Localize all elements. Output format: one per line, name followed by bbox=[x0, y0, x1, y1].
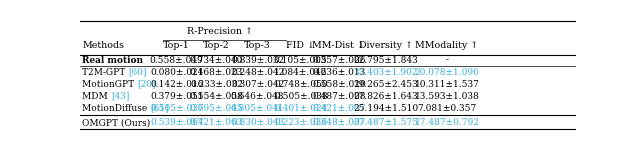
Text: 0.558±.049: 0.558±.049 bbox=[150, 56, 204, 65]
Text: 0.748±.050: 0.748±.050 bbox=[274, 80, 328, 89]
Text: 0.401±.024: 0.401±.024 bbox=[274, 104, 328, 113]
Text: 0.505±.037: 0.505±.037 bbox=[150, 104, 204, 113]
Text: 0.554±.058: 0.554±.058 bbox=[189, 92, 243, 101]
Text: 0.233±.032: 0.233±.032 bbox=[190, 80, 243, 89]
Text: FID ↓: FID ↓ bbox=[286, 41, 315, 50]
Text: 22.795±1.843: 22.795±1.843 bbox=[354, 56, 419, 65]
Text: [43]: [43] bbox=[111, 92, 129, 101]
Text: 0.168±.023: 0.168±.023 bbox=[190, 68, 243, 77]
Text: MModality ↑: MModality ↑ bbox=[415, 41, 479, 50]
Text: MotionDiffuse: MotionDiffuse bbox=[83, 104, 150, 113]
Text: MotionGPT: MotionGPT bbox=[83, 80, 138, 89]
Text: 0.805±.041: 0.805±.041 bbox=[231, 104, 284, 113]
Text: T2M-GPT: T2M-GPT bbox=[83, 68, 129, 77]
Text: 0.142±.016: 0.142±.016 bbox=[150, 80, 204, 89]
Text: 0.830±.043: 0.830±.043 bbox=[231, 118, 284, 127]
Text: 0.646±.048: 0.646±.048 bbox=[231, 92, 284, 101]
Text: 27.826±1.643: 27.826±1.643 bbox=[354, 92, 419, 101]
Text: 0.636±.013: 0.636±.013 bbox=[312, 68, 365, 77]
Text: Diversity ↑: Diversity ↑ bbox=[359, 41, 413, 50]
Text: Top-1: Top-1 bbox=[163, 41, 190, 50]
Text: 0.695±.045: 0.695±.045 bbox=[189, 104, 243, 113]
Text: [61]: [61] bbox=[150, 104, 169, 113]
Text: Top-3: Top-3 bbox=[244, 41, 271, 50]
Text: -: - bbox=[445, 56, 449, 65]
Text: 0.105±.005: 0.105±.005 bbox=[274, 56, 328, 65]
Text: MDM: MDM bbox=[83, 92, 111, 101]
Text: 13.593±1.038: 13.593±1.038 bbox=[415, 92, 479, 101]
Text: 0.539±.064: 0.539±.064 bbox=[150, 118, 204, 127]
Text: 29.265±2.453: 29.265±2.453 bbox=[354, 80, 419, 89]
Text: 0.307±.042: 0.307±.042 bbox=[231, 80, 284, 89]
Text: 33.403±1.902: 33.403±1.902 bbox=[354, 68, 419, 77]
Text: 0.248±.042: 0.248±.042 bbox=[231, 68, 284, 77]
Text: R-Precision ↑: R-Precision ↑ bbox=[187, 27, 253, 36]
Text: 0.505±.038: 0.505±.038 bbox=[274, 92, 328, 101]
Text: 0.379±.051: 0.379±.051 bbox=[150, 92, 204, 101]
Text: 0.357±.006: 0.357±.006 bbox=[312, 56, 365, 65]
Text: 25.194±1.510: 25.194±1.510 bbox=[353, 104, 419, 113]
Text: 0.348±.007: 0.348±.007 bbox=[312, 118, 365, 127]
Text: 7.081±0.357: 7.081±0.357 bbox=[417, 104, 477, 113]
Text: 1.084±.042: 1.084±.042 bbox=[274, 68, 328, 77]
Text: Top-2: Top-2 bbox=[203, 41, 230, 50]
Text: [20]: [20] bbox=[138, 80, 156, 89]
Text: 0.839±.032: 0.839±.032 bbox=[231, 56, 284, 65]
Text: Methods: Methods bbox=[83, 41, 124, 50]
Text: MM-Dist ↓: MM-Dist ↓ bbox=[312, 41, 365, 50]
Text: [60]: [60] bbox=[129, 68, 147, 77]
Text: 0.558±.010: 0.558±.010 bbox=[312, 80, 366, 89]
Text: 20.078±1.096: 20.078±1.096 bbox=[415, 68, 479, 77]
Text: 0.721±.063: 0.721±.063 bbox=[190, 118, 243, 127]
Text: 0.487±.008: 0.487±.008 bbox=[312, 92, 365, 101]
Text: 0.223±.036: 0.223±.036 bbox=[274, 118, 327, 127]
Text: Real motion: Real motion bbox=[83, 56, 143, 65]
Text: 10.311±1.537: 10.311±1.537 bbox=[415, 80, 479, 89]
Text: 17.487±0.792: 17.487±0.792 bbox=[415, 118, 479, 127]
Text: 0.080±.024: 0.080±.024 bbox=[150, 68, 204, 77]
Text: 37.487±1.575: 37.487±1.575 bbox=[353, 118, 419, 127]
Text: 0.734±.040: 0.734±.040 bbox=[189, 56, 243, 65]
Text: 0.421±.007: 0.421±.007 bbox=[312, 104, 365, 113]
Text: OMGPT (Ours): OMGPT (Ours) bbox=[83, 118, 151, 127]
